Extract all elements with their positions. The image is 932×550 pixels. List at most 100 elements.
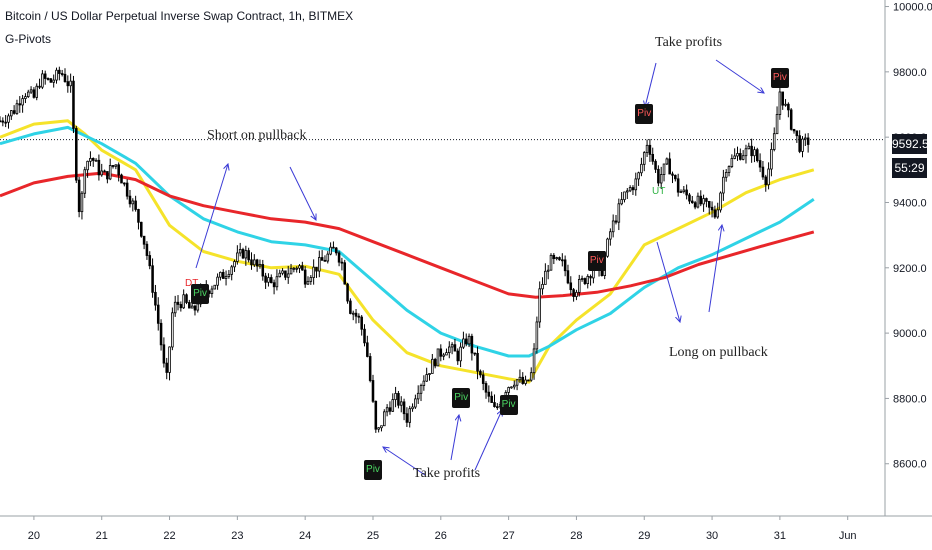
x-tick-label: 26 xyxy=(435,530,447,542)
candle-body xyxy=(566,270,570,284)
candle-body xyxy=(804,137,807,140)
candle-body xyxy=(117,164,120,176)
candle-body xyxy=(391,399,395,412)
candle-body xyxy=(507,387,510,393)
candle-body xyxy=(326,253,330,262)
candle-body xyxy=(340,261,344,264)
candle-body xyxy=(473,352,476,355)
candle-body xyxy=(758,160,762,168)
candle-body xyxy=(0,120,2,123)
candle-body xyxy=(487,391,491,397)
candle-body xyxy=(739,153,742,160)
annotation-short-on-pullback: Short on pullback xyxy=(207,128,307,143)
candle-body xyxy=(230,266,233,275)
annotation-arrow xyxy=(645,62,657,107)
chart-title: Bitcoin / US Dollar Perpetual Inverse Sw… xyxy=(5,9,354,23)
candle-body xyxy=(368,356,372,381)
candle-body xyxy=(114,164,118,167)
candle-body xyxy=(332,246,335,249)
y-tick-label: 9000.0 xyxy=(893,328,927,340)
candle-body xyxy=(349,300,352,314)
candle-body xyxy=(467,335,471,345)
candle-body xyxy=(108,165,112,180)
candle-body xyxy=(806,137,810,145)
candle-body xyxy=(312,266,315,278)
candle-body xyxy=(538,288,541,323)
candle-body xyxy=(238,249,242,254)
y-tick-label: 9200.0 xyxy=(893,263,927,275)
candle-body xyxy=(49,78,53,83)
candle-body xyxy=(32,89,36,98)
x-tick-label: Jun xyxy=(839,530,857,542)
candle-body xyxy=(512,384,516,388)
candle-body xyxy=(733,155,736,159)
candle-body xyxy=(100,170,104,176)
candle-body xyxy=(679,191,683,194)
candle-body xyxy=(710,206,714,211)
candle-body xyxy=(428,373,431,375)
x-tick-label: 24 xyxy=(299,530,311,542)
candle-body xyxy=(397,393,400,406)
candle-body xyxy=(89,158,92,162)
candle-body xyxy=(702,198,705,205)
candle-body xyxy=(236,252,239,262)
candle-body xyxy=(753,149,756,157)
candle-body xyxy=(665,158,669,165)
candle-body xyxy=(552,254,556,260)
candle-body xyxy=(736,153,739,157)
candle-body xyxy=(295,267,298,270)
candle-body xyxy=(41,73,44,88)
candle-body xyxy=(185,294,188,303)
candle-body xyxy=(685,189,688,196)
candle-body xyxy=(247,250,250,261)
candle-body xyxy=(210,288,214,294)
candle-body xyxy=(196,303,200,311)
candle-body xyxy=(770,149,773,170)
annotation-take-profits-bottom: Take profits xyxy=(413,466,481,481)
candle-body xyxy=(179,304,183,309)
candle-body xyxy=(431,358,434,374)
candle-body xyxy=(642,152,646,165)
candle-body xyxy=(671,173,674,176)
candle-body xyxy=(654,160,657,170)
candle-body xyxy=(103,170,106,173)
candle-body xyxy=(221,271,225,279)
candle-body xyxy=(741,155,745,160)
candle-body xyxy=(148,255,152,267)
candle-body xyxy=(303,269,307,285)
candle-body xyxy=(510,386,513,389)
candle-body xyxy=(419,385,423,394)
candle-body xyxy=(727,166,731,173)
candle-body xyxy=(623,191,626,201)
candle-body xyxy=(371,380,375,402)
candle-body xyxy=(416,392,420,400)
candle-body xyxy=(380,425,383,429)
candle-body xyxy=(617,203,621,223)
candle-body xyxy=(329,246,332,255)
candle-body xyxy=(479,370,482,376)
x-tick-label: 23 xyxy=(231,530,243,542)
candle-body xyxy=(402,401,406,415)
candle-body xyxy=(272,282,276,288)
annotation-long-on-pullback: Long on pullback xyxy=(669,345,768,360)
candle-body xyxy=(674,174,677,180)
candle-body xyxy=(292,267,296,270)
candle-body xyxy=(792,128,796,132)
candle-body xyxy=(162,344,166,364)
last-price-tag: 9592.5 xyxy=(892,134,929,154)
pivot-low-marker: Piv xyxy=(499,394,518,415)
x-tick-label: 22 xyxy=(163,530,175,542)
candle-body xyxy=(572,289,575,298)
candle-body xyxy=(385,407,389,413)
candle-body xyxy=(764,176,768,186)
candle-body xyxy=(558,257,561,261)
candle-body xyxy=(165,362,168,373)
candle-body xyxy=(657,168,660,184)
candle-body xyxy=(518,376,522,381)
candle-body xyxy=(484,383,488,393)
candle-body xyxy=(343,262,347,285)
candle-body xyxy=(535,321,539,350)
indicator-label: G-Pivots xyxy=(5,32,52,46)
